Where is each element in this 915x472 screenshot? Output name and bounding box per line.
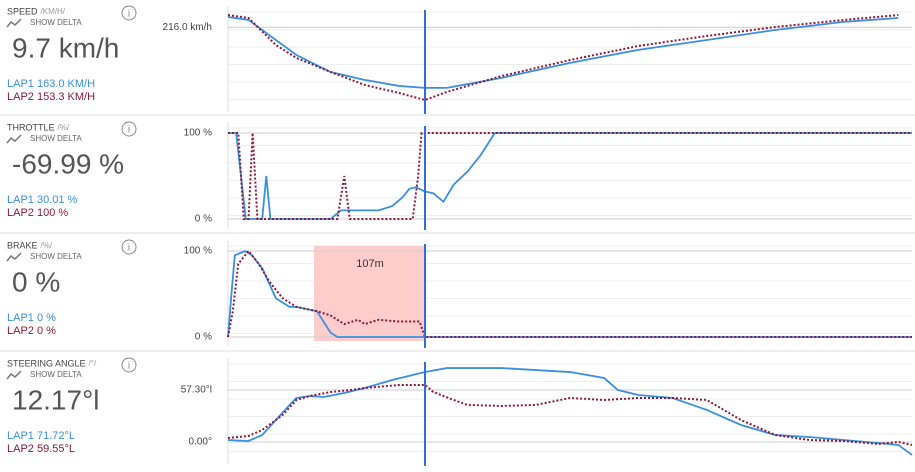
lap1-value: LAP1 71.72°L <box>7 430 75 442</box>
panel-title: STEERING ANGLE <box>7 358 86 368</box>
lap-line <box>227 16 899 89</box>
y-tick-label: 57.30°l <box>181 385 212 396</box>
lap1-value: LAP1 0 % <box>7 312 56 324</box>
lap-line <box>227 384 913 446</box>
info-icon[interactable] <box>121 5 137 21</box>
info-glyph: i <box>128 243 130 254</box>
y-tick-label: 216.0 km/h <box>163 22 212 33</box>
current-value: 12.17°l <box>12 384 100 415</box>
lap1-value: LAP1 30.01 % <box>7 194 78 206</box>
delta-icon[interactable] <box>6 370 22 380</box>
info-glyph: i <box>128 361 130 372</box>
show-delta[interactable]: SHOW DELTA <box>30 134 82 143</box>
panel-unit: /%/ <box>58 123 70 132</box>
info-glyph: i <box>128 9 130 20</box>
current-value: 9.7 km/h <box>12 32 119 63</box>
delta-icon[interactable] <box>6 252 22 262</box>
current-value: 0 % <box>12 266 60 297</box>
info-icon[interactable] <box>121 357 137 373</box>
panel-title: SPEED <box>7 6 38 16</box>
show-delta[interactable]: SHOW DELTA <box>30 18 82 27</box>
y-tick-label: 100 % <box>184 246 212 257</box>
panel-unit: /KM/H/ <box>41 7 66 16</box>
show-delta[interactable]: SHOW DELTA <box>30 370 82 379</box>
lap2-value: LAP2 153.3 KM/H <box>7 91 95 103</box>
brake-zone <box>314 246 425 341</box>
delta-icon[interactable] <box>6 134 22 144</box>
zone-label: 107m <box>356 258 384 270</box>
lap2-value: LAP2 0 % <box>7 325 56 337</box>
lap1-value: LAP1 163.0 KM/H <box>7 78 95 90</box>
lap2-value: LAP2 59.55°L <box>7 443 75 455</box>
info-icon[interactable] <box>121 239 137 255</box>
info-icon[interactable] <box>121 121 137 137</box>
lap2-value: LAP2 100 % <box>7 207 68 219</box>
lap-line <box>227 249 912 338</box>
lap-line <box>228 132 912 220</box>
lap-line <box>228 132 912 220</box>
panel-title: BRAKE <box>7 240 38 250</box>
show-delta[interactable]: SHOW DELTA <box>30 252 82 261</box>
info-glyph: i <box>128 125 130 136</box>
y-tick-label: 0 % <box>195 214 212 225</box>
panel-unit: /%/ <box>41 241 53 250</box>
lap-line <box>227 367 913 456</box>
y-tick-label: 0 % <box>195 332 212 343</box>
y-tick-label: 100 % <box>184 128 212 139</box>
delta-icon[interactable] <box>6 18 22 28</box>
panel-title: THROTTLE <box>7 122 55 132</box>
lap-line <box>227 249 912 338</box>
current-value: -69.99 % <box>12 148 124 179</box>
y-tick-label: 0.00° <box>189 437 212 448</box>
panel-unit: /°/ <box>89 359 97 368</box>
